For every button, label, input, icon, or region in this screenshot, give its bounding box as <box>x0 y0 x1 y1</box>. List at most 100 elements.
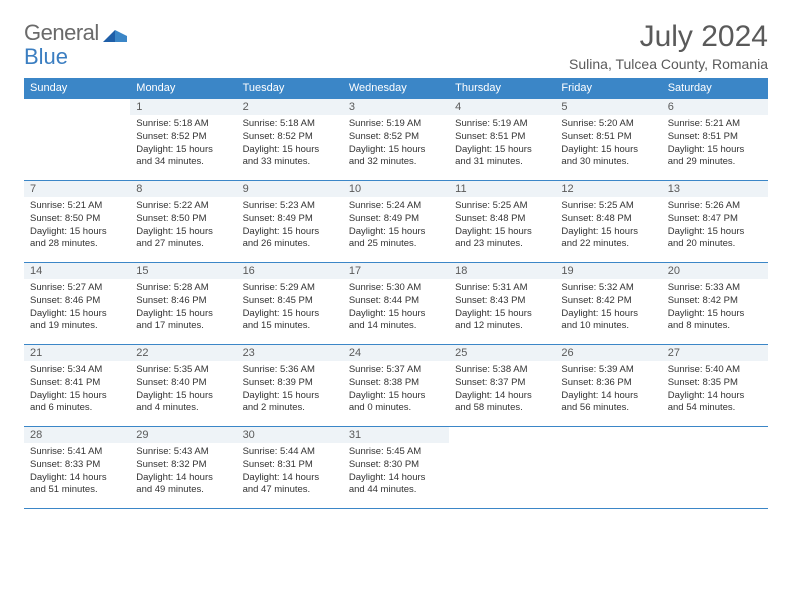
day-number: 9 <box>237 181 343 197</box>
day-number: 5 <box>555 99 661 115</box>
day-cell: 10Sunrise: 5:24 AMSunset: 8:49 PMDayligh… <box>343 180 449 262</box>
dow-cell: Thursday <box>449 78 555 98</box>
day-number: 24 <box>343 345 449 361</box>
day-cell: 15Sunrise: 5:28 AMSunset: 8:46 PMDayligh… <box>130 262 236 344</box>
day-cell: 16Sunrise: 5:29 AMSunset: 8:45 PMDayligh… <box>237 262 343 344</box>
day-number: 16 <box>237 263 343 279</box>
day-body: Sunrise: 5:18 AMSunset: 8:52 PMDaylight:… <box>237 115 343 175</box>
day-cell: . <box>662 426 768 508</box>
day-body: Sunrise: 5:20 AMSunset: 8:51 PMDaylight:… <box>555 115 661 175</box>
day-body: Sunrise: 5:34 AMSunset: 8:41 PMDaylight:… <box>24 361 130 421</box>
week-row: 7Sunrise: 5:21 AMSunset: 8:50 PMDaylight… <box>24 180 768 262</box>
day-cell: 5Sunrise: 5:20 AMSunset: 8:51 PMDaylight… <box>555 98 661 180</box>
day-number: 27 <box>662 345 768 361</box>
day-number: 28 <box>24 427 130 443</box>
day-body: Sunrise: 5:37 AMSunset: 8:38 PMDaylight:… <box>343 361 449 421</box>
dow-cell: Friday <box>555 78 661 98</box>
dow-cell: Saturday <box>662 78 768 98</box>
page: General July 2024 Sulina, Tulcea County,… <box>0 0 792 529</box>
day-number: 18 <box>449 263 555 279</box>
day-number: 20 <box>662 263 768 279</box>
day-number: 4 <box>449 99 555 115</box>
week-row: .1Sunrise: 5:18 AMSunset: 8:52 PMDayligh… <box>24 98 768 180</box>
day-number: 25 <box>449 345 555 361</box>
location-text: Sulina, Tulcea County, Romania <box>569 56 768 72</box>
day-body: Sunrise: 5:26 AMSunset: 8:47 PMDaylight:… <box>662 197 768 257</box>
day-body: Sunrise: 5:35 AMSunset: 8:40 PMDaylight:… <box>130 361 236 421</box>
title-block: July 2024 Sulina, Tulcea County, Romania <box>569 20 768 72</box>
day-body: Sunrise: 5:25 AMSunset: 8:48 PMDaylight:… <box>449 197 555 257</box>
day-body: Sunrise: 5:31 AMSunset: 8:43 PMDaylight:… <box>449 279 555 339</box>
day-cell: 29Sunrise: 5:43 AMSunset: 8:32 PMDayligh… <box>130 426 236 508</box>
day-number: 14 <box>24 263 130 279</box>
day-cell: 23Sunrise: 5:36 AMSunset: 8:39 PMDayligh… <box>237 344 343 426</box>
day-number: 15 <box>130 263 236 279</box>
day-cell: 25Sunrise: 5:38 AMSunset: 8:37 PMDayligh… <box>449 344 555 426</box>
day-number: 17 <box>343 263 449 279</box>
logo-mark-icon <box>103 24 127 42</box>
day-number: 22 <box>130 345 236 361</box>
day-body: Sunrise: 5:25 AMSunset: 8:48 PMDaylight:… <box>555 197 661 257</box>
day-body: Sunrise: 5:27 AMSunset: 8:46 PMDaylight:… <box>24 279 130 339</box>
day-cell: 20Sunrise: 5:33 AMSunset: 8:42 PMDayligh… <box>662 262 768 344</box>
day-body: Sunrise: 5:32 AMSunset: 8:42 PMDaylight:… <box>555 279 661 339</box>
day-body: Sunrise: 5:19 AMSunset: 8:52 PMDaylight:… <box>343 115 449 175</box>
day-number: 23 <box>237 345 343 361</box>
day-cell: 31Sunrise: 5:45 AMSunset: 8:30 PMDayligh… <box>343 426 449 508</box>
day-number: 19 <box>555 263 661 279</box>
day-number: 13 <box>662 181 768 197</box>
day-body: Sunrise: 5:33 AMSunset: 8:42 PMDaylight:… <box>662 279 768 339</box>
day-number: 26 <box>555 345 661 361</box>
week-row: 28Sunrise: 5:41 AMSunset: 8:33 PMDayligh… <box>24 426 768 509</box>
day-body: Sunrise: 5:21 AMSunset: 8:51 PMDaylight:… <box>662 115 768 175</box>
day-body: Sunrise: 5:21 AMSunset: 8:50 PMDaylight:… <box>24 197 130 257</box>
day-cell: 21Sunrise: 5:34 AMSunset: 8:41 PMDayligh… <box>24 344 130 426</box>
week-row: 21Sunrise: 5:34 AMSunset: 8:41 PMDayligh… <box>24 344 768 426</box>
day-body: Sunrise: 5:30 AMSunset: 8:44 PMDaylight:… <box>343 279 449 339</box>
day-cell: 8Sunrise: 5:22 AMSunset: 8:50 PMDaylight… <box>130 180 236 262</box>
logo-word-2: Blue <box>24 44 68 70</box>
day-body: Sunrise: 5:28 AMSunset: 8:46 PMDaylight:… <box>130 279 236 339</box>
day-cell: 14Sunrise: 5:27 AMSunset: 8:46 PMDayligh… <box>24 262 130 344</box>
day-cell: 11Sunrise: 5:25 AMSunset: 8:48 PMDayligh… <box>449 180 555 262</box>
day-body: Sunrise: 5:43 AMSunset: 8:32 PMDaylight:… <box>130 443 236 503</box>
day-cell: 12Sunrise: 5:25 AMSunset: 8:48 PMDayligh… <box>555 180 661 262</box>
day-body: Sunrise: 5:38 AMSunset: 8:37 PMDaylight:… <box>449 361 555 421</box>
day-body: Sunrise: 5:19 AMSunset: 8:51 PMDaylight:… <box>449 115 555 175</box>
calendar-body: .1Sunrise: 5:18 AMSunset: 8:52 PMDayligh… <box>24 98 768 509</box>
day-cell: 13Sunrise: 5:26 AMSunset: 8:47 PMDayligh… <box>662 180 768 262</box>
month-title: July 2024 <box>569 20 768 54</box>
day-cell: 18Sunrise: 5:31 AMSunset: 8:43 PMDayligh… <box>449 262 555 344</box>
day-body: Sunrise: 5:18 AMSunset: 8:52 PMDaylight:… <box>130 115 236 175</box>
day-cell: 4Sunrise: 5:19 AMSunset: 8:51 PMDaylight… <box>449 98 555 180</box>
dow-cell: Monday <box>130 78 236 98</box>
dow-cell: Wednesday <box>343 78 449 98</box>
day-cell: 9Sunrise: 5:23 AMSunset: 8:49 PMDaylight… <box>237 180 343 262</box>
day-body: Sunrise: 5:40 AMSunset: 8:35 PMDaylight:… <box>662 361 768 421</box>
day-body: Sunrise: 5:39 AMSunset: 8:36 PMDaylight:… <box>555 361 661 421</box>
day-cell: 27Sunrise: 5:40 AMSunset: 8:35 PMDayligh… <box>662 344 768 426</box>
day-number: 31 <box>343 427 449 443</box>
day-number: 7 <box>24 181 130 197</box>
day-number: 2 <box>237 99 343 115</box>
day-number: 21 <box>24 345 130 361</box>
day-number: 1 <box>130 99 236 115</box>
day-cell: . <box>24 98 130 180</box>
day-body: Sunrise: 5:36 AMSunset: 8:39 PMDaylight:… <box>237 361 343 421</box>
day-body: Sunrise: 5:23 AMSunset: 8:49 PMDaylight:… <box>237 197 343 257</box>
day-number: 12 <box>555 181 661 197</box>
day-number: 29 <box>130 427 236 443</box>
day-number: 6 <box>662 99 768 115</box>
day-body: Sunrise: 5:45 AMSunset: 8:30 PMDaylight:… <box>343 443 449 503</box>
day-body: Sunrise: 5:24 AMSunset: 8:49 PMDaylight:… <box>343 197 449 257</box>
day-cell: 2Sunrise: 5:18 AMSunset: 8:52 PMDaylight… <box>237 98 343 180</box>
header: General July 2024 Sulina, Tulcea County,… <box>24 20 768 72</box>
day-number: 11 <box>449 181 555 197</box>
day-number: 10 <box>343 181 449 197</box>
day-cell: 28Sunrise: 5:41 AMSunset: 8:33 PMDayligh… <box>24 426 130 508</box>
day-cell: 26Sunrise: 5:39 AMSunset: 8:36 PMDayligh… <box>555 344 661 426</box>
day-cell: 22Sunrise: 5:35 AMSunset: 8:40 PMDayligh… <box>130 344 236 426</box>
day-number: 8 <box>130 181 236 197</box>
dow-cell: Sunday <box>24 78 130 98</box>
day-cell: 17Sunrise: 5:30 AMSunset: 8:44 PMDayligh… <box>343 262 449 344</box>
